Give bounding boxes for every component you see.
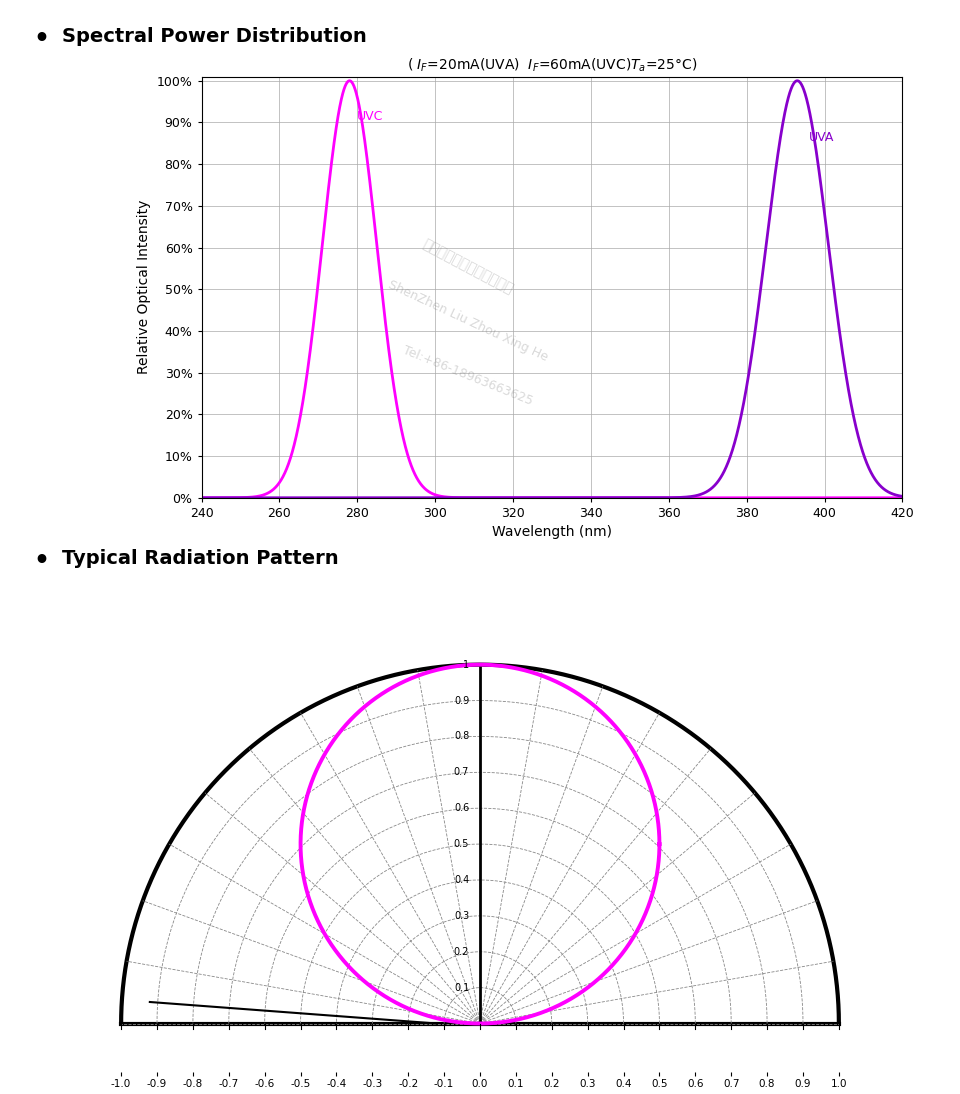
Text: ShenZhen Liu Zhou Xing He: ShenZhen Liu Zhou Xing He	[386, 278, 550, 363]
Text: 0.8: 0.8	[454, 732, 469, 742]
Text: 0.9: 0.9	[454, 696, 469, 706]
Text: 0.7: 0.7	[454, 767, 469, 778]
Text: 0.5: 0.5	[454, 839, 469, 849]
Text: 0.2: 0.2	[454, 946, 469, 957]
Text: Spectral Power Distribution: Spectral Power Distribution	[62, 27, 367, 46]
Text: 0.4: 0.4	[454, 875, 469, 885]
X-axis label: Wavelength (nm): Wavelength (nm)	[492, 525, 612, 539]
Y-axis label: Relative Optical Intensity: Relative Optical Intensity	[137, 200, 151, 374]
Text: 0.1: 0.1	[454, 982, 469, 992]
Text: Typical Radiation Pattern: Typical Radiation Pattern	[62, 549, 339, 568]
Text: 0.6: 0.6	[454, 803, 469, 813]
Text: UVC: UVC	[357, 109, 384, 123]
Text: 1: 1	[463, 660, 469, 670]
Text: UVA: UVA	[809, 131, 834, 143]
Text: 深圳九州星河科技有限公司: 深圳九州星河科技有限公司	[420, 236, 516, 295]
Text: •: •	[34, 549, 50, 573]
Text: •: •	[34, 27, 50, 51]
Text: 0.3: 0.3	[454, 911, 469, 921]
Title: ( $I_F$=20mA(UVA)  $I_F$=60mA(UVC)$T_a$=25$\degree$C): ( $I_F$=20mA(UVA) $I_F$=60mA(UVC)$T_a$=2…	[407, 57, 697, 74]
Text: Tel:+86-18963663625: Tel:+86-18963663625	[401, 344, 535, 408]
